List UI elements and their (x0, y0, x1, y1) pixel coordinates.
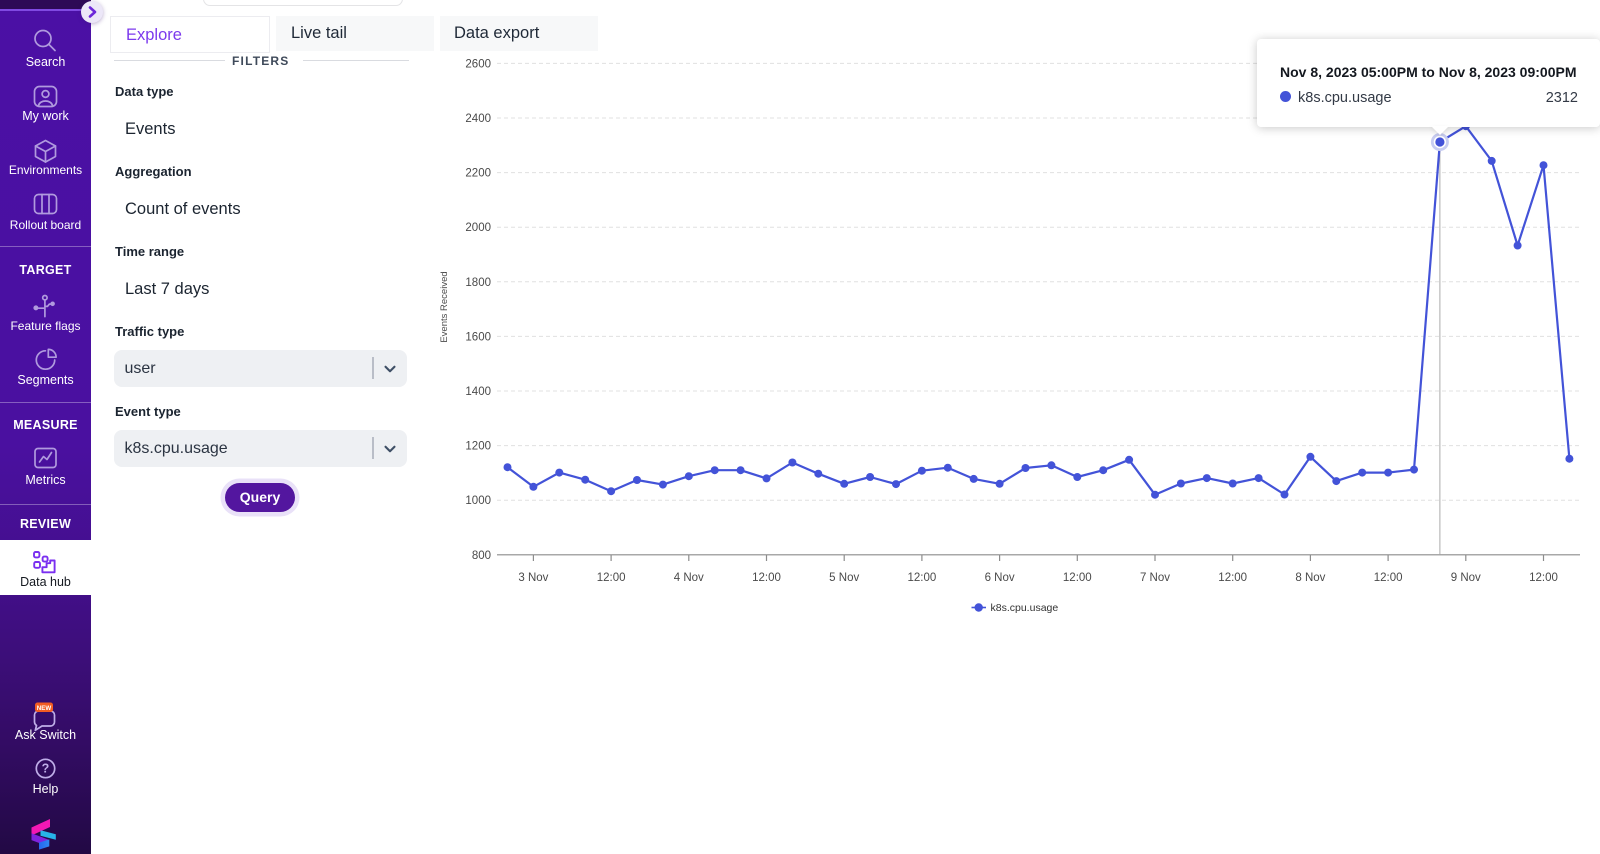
svg-text:800: 800 (472, 550, 491, 562)
svg-text:6 Nov: 6 Nov (985, 572, 1015, 584)
svg-text:12:00: 12:00 (597, 572, 626, 584)
svg-text:1800: 1800 (465, 277, 491, 289)
svg-text:12:00: 12:00 (752, 572, 781, 584)
svg-text:8 Nov: 8 Nov (1295, 572, 1325, 584)
svg-text:1000: 1000 (465, 495, 491, 507)
svg-text:2400: 2400 (465, 113, 491, 125)
svg-text:12:00: 12:00 (908, 572, 937, 584)
svg-text:12:00: 12:00 (1374, 572, 1403, 584)
svg-text:Events Received: Events Received (439, 271, 450, 342)
svg-text:NEW: NEW (37, 705, 52, 712)
svg-text:3 Nov: 3 Nov (518, 572, 548, 584)
svg-text:k8s.cpu.usage: k8s.cpu.usage (991, 602, 1059, 614)
svg-text:2200: 2200 (465, 168, 491, 180)
svg-text:2600: 2600 (465, 58, 491, 70)
svg-text:7 Nov: 7 Nov (1140, 572, 1170, 584)
svg-text:12:00: 12:00 (1529, 572, 1558, 584)
svg-text:1600: 1600 (465, 331, 491, 343)
svg-text:9 Nov: 9 Nov (1451, 572, 1481, 584)
svg-text:12:00: 12:00 (1063, 572, 1092, 584)
svg-text:?: ? (42, 762, 50, 776)
svg-text:5 Nov: 5 Nov (829, 572, 859, 584)
svg-text:12:00: 12:00 (1218, 572, 1247, 584)
svg-text:1400: 1400 (465, 386, 491, 398)
svg-text:4 Nov: 4 Nov (674, 572, 704, 584)
svg-text:2000: 2000 (465, 222, 491, 234)
svg-text:1200: 1200 (465, 441, 491, 453)
